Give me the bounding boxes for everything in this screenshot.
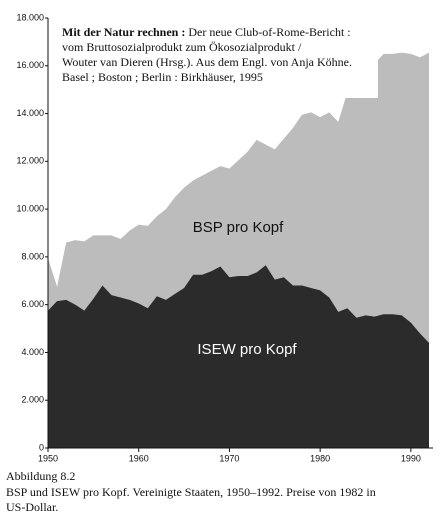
x-tick-label: 1960 [129, 453, 149, 463]
caption: BSP und ISEW pro Kopf. Vereinigte Staate… [6, 485, 376, 499]
x-tick-label: 1980 [310, 453, 330, 463]
y-tick-label: 2.000 [21, 395, 44, 405]
y-tick-label: 10.000 [16, 203, 44, 213]
y-tick-label: 18.000 [16, 12, 44, 22]
x-tick-label: 1990 [401, 453, 421, 463]
caption: US-Dollar. [6, 500, 58, 514]
area [48, 265, 429, 448]
note-line: Basel ; Boston ; Berlin : Birkhäuser, 19… [62, 70, 263, 84]
y-tick-label: 4.000 [21, 347, 44, 357]
x-tick-label: 1950 [38, 453, 58, 463]
caption-label: Abbildung 8.2 [6, 469, 75, 483]
y-tick-label: 8.000 [21, 251, 44, 261]
note-line: Der neue Club-of-Rome-Bericht : [185, 25, 350, 39]
note-box [56, 22, 378, 98]
y-tick-label: 14.000 [16, 108, 44, 118]
note-title: Mit der Natur rechnen : [62, 25, 185, 39]
y-tick-label: 16.000 [16, 60, 44, 70]
series-label: ISEW pro Kopf [197, 341, 297, 358]
note-line: vom Bruttosozialprodukt zum Ökosozialpro… [62, 40, 302, 54]
series-label: BSP pro Kopf [193, 219, 284, 236]
x-tick-label: 1970 [219, 453, 239, 463]
plot-area [48, 52, 429, 449]
y-tick-label: 6.000 [21, 299, 44, 309]
y-tick-label: 0 [39, 442, 44, 452]
note-line: Wouter van Dieren (Hrsg.). Aus dem Engl.… [62, 55, 352, 69]
y-tick-label: 12.000 [16, 156, 44, 166]
note-first-line: Mit der Natur rechnen : Der neue Club-of… [62, 25, 351, 39]
